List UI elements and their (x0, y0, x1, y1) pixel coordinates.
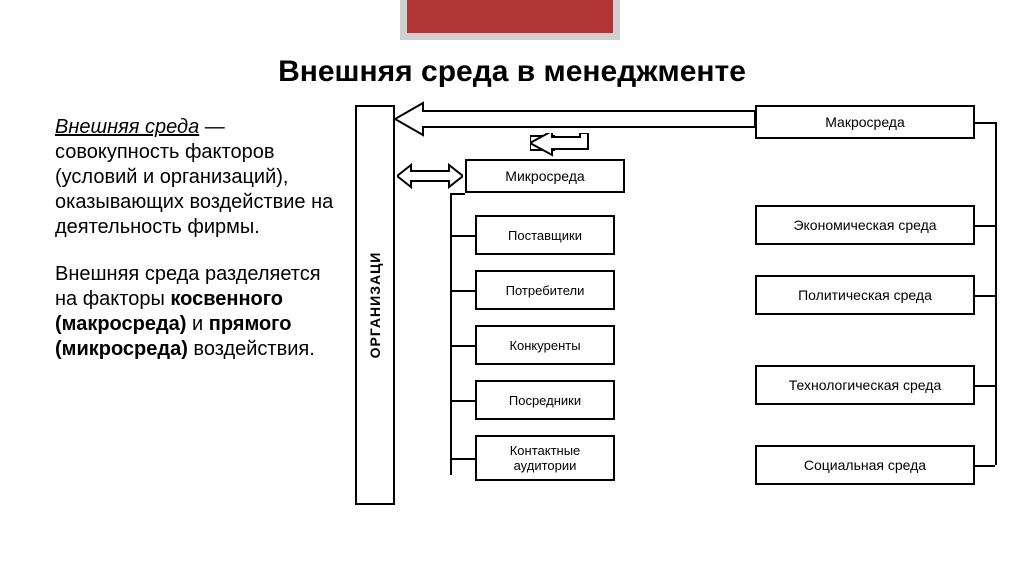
macro-item-label: Политическая среда (798, 287, 932, 303)
micro-item-box: Контактные аудитории (475, 435, 615, 481)
para2-mid: и (186, 313, 208, 335)
micro-header-connector (450, 193, 465, 195)
macro-header-label: Макросреда (825, 114, 905, 130)
micro-item-box: Конкуренты (475, 325, 615, 365)
micro-item-label: Потребители (506, 283, 585, 298)
micro-item-box: Посредники (475, 380, 615, 420)
micro-connector (450, 345, 475, 347)
org-micro-bidirectional-arrow (397, 163, 463, 189)
micro-connector (450, 290, 475, 292)
org-label: ОРГАНИЗАЦИ (367, 252, 383, 359)
macro-item-box: Политическая среда (755, 275, 975, 315)
para2-post: воздействия. (188, 338, 315, 360)
macro-bus-line (995, 139, 997, 465)
micro-header-box: Микросреда (465, 159, 625, 193)
micro-connector (450, 400, 475, 402)
org-column: ОРГАНИЗАЦИ (355, 105, 395, 505)
paragraph-1: Внешняя среда — совокупность факторов (у… (55, 115, 335, 240)
para1-lead: Внешняя среда (55, 116, 199, 138)
description-block: Внешняя среда — совокупность факторов (у… (55, 115, 335, 384)
paragraph-2: Внешняя среда разделяется на факторы кос… (55, 262, 335, 362)
macro-connector (975, 385, 995, 387)
top-accent-bar (400, 0, 620, 40)
macro-item-box: Экономическая среда (755, 205, 975, 245)
macro-header-box: Макросреда (755, 105, 975, 139)
macro-connector (975, 295, 995, 297)
macro-item-label: Социальная среда (804, 457, 926, 473)
macro-item-label: Экономическая среда (793, 217, 936, 233)
micro-item-box: Потребители (475, 270, 615, 310)
micro-item-label: Поставщики (508, 228, 582, 243)
micro-connector (450, 458, 475, 460)
micro-item-label: Конкуренты (509, 338, 580, 353)
micro-item-box: Поставщики (475, 215, 615, 255)
micro-item-label: Посредники (509, 393, 581, 408)
diagram-area: ОРГАНИЗАЦИ Макросреда Микросреда Поставщ… (355, 105, 995, 555)
micro-header-label: Микросреда (505, 168, 584, 184)
macro-connector (975, 465, 995, 467)
macro-item-box: Социальная среда (755, 445, 975, 485)
macro-header-down (995, 122, 997, 139)
micro-item-label: Контактные аудитории (481, 443, 609, 473)
macro-item-box: Технологическая среда (755, 365, 975, 405)
macro-header-connector (975, 122, 997, 124)
micro-connector (450, 235, 475, 237)
macro-connector (975, 225, 995, 227)
macro-to-org-arrow (395, 101, 755, 137)
page-title: Внешняя среда в менеджменте (0, 55, 1024, 89)
macro-item-label: Технологическая среда (789, 377, 941, 393)
